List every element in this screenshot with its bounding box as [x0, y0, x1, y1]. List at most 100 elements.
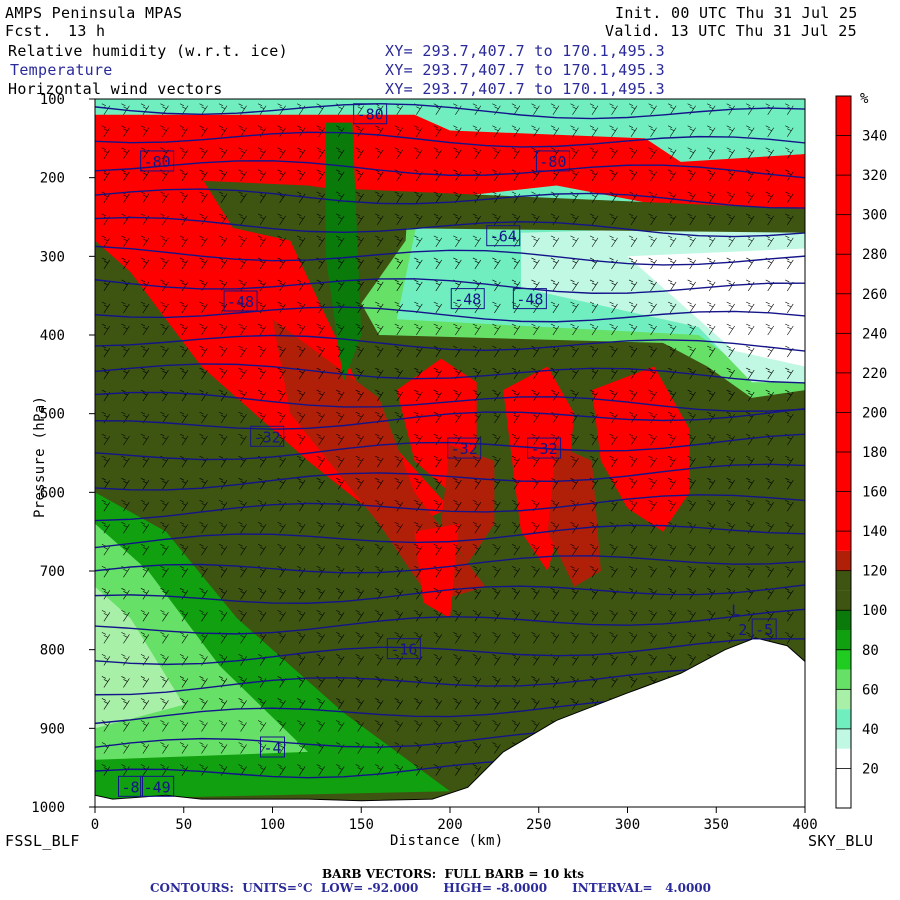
- wind-barb: [511, 433, 521, 446]
- contour-label-box: [250, 425, 285, 447]
- wind-barb: [609, 477, 618, 490]
- wind-barb: [628, 676, 638, 688]
- wind-barb: [355, 610, 364, 622]
- wind-barb: [277, 301, 286, 314]
- wind-barb: [394, 455, 403, 468]
- wind-barb: [472, 147, 482, 159]
- wind-barb: [375, 191, 384, 204]
- wind-barb: [511, 103, 521, 115]
- wind-barb: [628, 455, 638, 468]
- wind-barb: [550, 499, 560, 512]
- temperature-contour: [95, 637, 805, 666]
- wind-barb: [140, 610, 150, 622]
- wind-barb: [218, 235, 228, 248]
- temperature-contour: [95, 463, 805, 491]
- wind-barb: [648, 499, 657, 512]
- wind-barb: [765, 455, 774, 468]
- wind-barb: [687, 389, 696, 402]
- wind-barb: [667, 455, 677, 468]
- field-wind-xy: XY= 293.7,407.7 to 170.1,495.3: [385, 80, 665, 98]
- wind-barb: [355, 191, 364, 204]
- wind-barb: [453, 147, 462, 159]
- wind-barb: [414, 433, 423, 446]
- wind-barb: [375, 279, 384, 292]
- wind-barb: [687, 632, 696, 644]
- wind-barb: [570, 455, 579, 468]
- wind-barb: [199, 345, 208, 358]
- wind-barb: [589, 345, 599, 358]
- wind-barb: [433, 147, 443, 159]
- wind-barb: [140, 742, 150, 754]
- wind-barb: [121, 499, 130, 512]
- wind-barb: [707, 323, 716, 336]
- wind-barb: [687, 455, 696, 468]
- wind-barb: [453, 698, 462, 710]
- colorbar-label: 60: [862, 682, 879, 698]
- colorbar-segment: [836, 689, 851, 710]
- wind-barb: [785, 521, 794, 534]
- wind-barb: [375, 389, 384, 402]
- contour-label: -48: [516, 291, 543, 309]
- wind-barb: [238, 433, 247, 446]
- wind-barb: [101, 433, 111, 446]
- wind-barb: [355, 521, 364, 534]
- wind-barb: [101, 455, 111, 468]
- wind-barb: [238, 191, 247, 204]
- field-wind-name: Horizontal wind vectors: [8, 80, 223, 98]
- wind-barb: [296, 764, 306, 776]
- wind-barb: [648, 345, 657, 358]
- wind-barb: [492, 610, 501, 622]
- wind-barb: [570, 235, 579, 248]
- wind-barb: [140, 543, 150, 556]
- wind-barb: [472, 235, 482, 248]
- wind-barb: [667, 411, 677, 424]
- wind-barb: [472, 521, 482, 534]
- wind-barb: [218, 411, 228, 424]
- wind-barb: [355, 147, 364, 159]
- wind-barb: [355, 764, 364, 776]
- wind-barb: [648, 301, 657, 314]
- wind-barb: [667, 323, 677, 336]
- wind-barb: [550, 632, 560, 644]
- wind-barb: [609, 147, 618, 159]
- wind-barb: [492, 543, 501, 556]
- contour-label: -32: [531, 440, 558, 458]
- wind-barb: [121, 433, 130, 446]
- wind-barb: [687, 323, 696, 336]
- wind-barb: [648, 213, 657, 226]
- contour-label-box: [447, 437, 482, 459]
- wind-barb: [336, 411, 345, 424]
- wind-barb: [511, 698, 521, 710]
- wind-barb: [394, 323, 403, 336]
- wind-barb: [218, 169, 228, 181]
- wind-barb: [218, 543, 228, 556]
- wind-barb: [492, 698, 501, 710]
- wind-barb: [589, 301, 599, 314]
- wind-barb: [257, 764, 267, 776]
- wind-barb: [570, 279, 579, 292]
- wind-barb: [296, 213, 306, 226]
- wind-barb: [121, 610, 130, 622]
- wind-barb: [570, 632, 579, 644]
- temperature-contour: [95, 584, 805, 604]
- wind-barb: [257, 521, 267, 534]
- wind-barb: [726, 389, 735, 402]
- wind-barb: [336, 610, 345, 622]
- wind-barb: [394, 345, 403, 358]
- wind-barb: [648, 433, 657, 446]
- wind-barb: [511, 720, 521, 732]
- wind-barb: [472, 257, 482, 270]
- wind-barb: [785, 235, 794, 248]
- wind-barb: [355, 323, 364, 336]
- wind-barb: [687, 411, 696, 424]
- wind-barb: [101, 257, 111, 270]
- wind-barb: [531, 543, 540, 556]
- barb-vectors-note: BARB VECTORS: FULL BARB = 10 kts: [322, 867, 585, 881]
- wind-barb: [531, 676, 540, 688]
- x-tick-label: 250: [526, 817, 551, 833]
- temperature-contour: [95, 407, 805, 430]
- wind-barb: [414, 389, 423, 402]
- wind-barb: [199, 235, 208, 248]
- wind-barb: [296, 389, 306, 402]
- wind-barb: [121, 632, 130, 644]
